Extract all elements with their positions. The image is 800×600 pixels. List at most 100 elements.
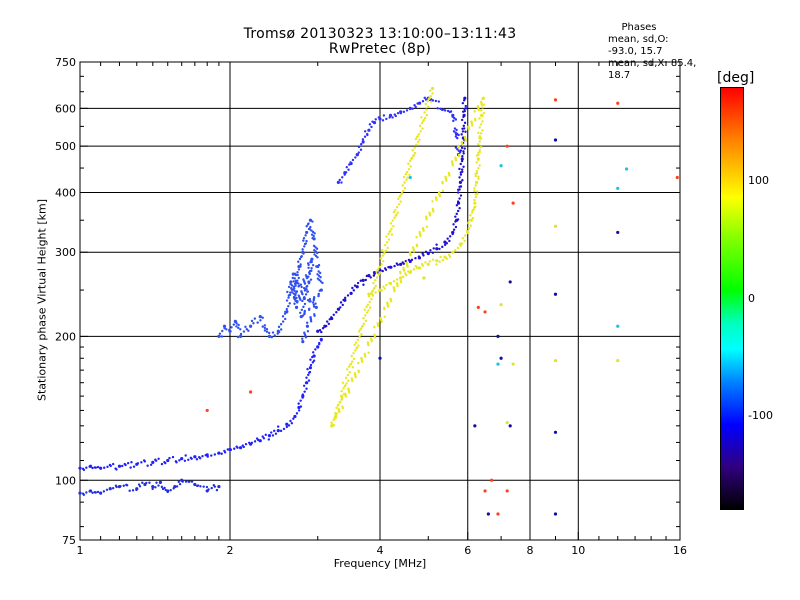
data-point <box>454 118 458 121</box>
data-point <box>291 272 295 276</box>
data-point <box>310 229 313 232</box>
data-point <box>264 433 267 437</box>
data-point <box>460 133 463 136</box>
data-point <box>311 355 314 359</box>
data-point <box>481 114 484 118</box>
data-point <box>367 343 370 347</box>
data-point <box>307 379 311 382</box>
data-point <box>426 252 430 256</box>
data-point <box>321 281 324 285</box>
data-point <box>459 171 463 174</box>
data-point <box>369 292 373 295</box>
data-point <box>381 119 385 122</box>
data-point <box>279 328 283 331</box>
data-point <box>406 176 409 179</box>
data-point <box>418 101 422 105</box>
data-point <box>239 328 242 331</box>
data-point <box>174 460 178 463</box>
data-point <box>283 312 287 315</box>
data-point <box>400 192 403 196</box>
data-point <box>340 181 343 184</box>
data-point <box>166 458 170 463</box>
data-point <box>424 250 428 254</box>
data-point <box>210 454 213 457</box>
data-point <box>395 278 399 281</box>
data-point <box>294 272 297 276</box>
data-point <box>499 164 503 168</box>
data-point <box>391 116 394 119</box>
data-point <box>164 488 167 492</box>
data-point <box>297 402 300 405</box>
data-point <box>366 303 370 307</box>
data-point <box>123 462 126 466</box>
data-point <box>309 358 312 361</box>
data-point <box>151 460 155 464</box>
data-point <box>437 100 441 103</box>
data-point <box>367 351 370 354</box>
data-point <box>206 455 209 458</box>
data-point <box>201 455 204 458</box>
data-point <box>384 243 387 247</box>
data-point <box>297 276 300 280</box>
data-point <box>286 290 289 294</box>
phase-colorbar <box>720 87 744 510</box>
data-point <box>128 489 131 492</box>
data-point <box>195 458 199 461</box>
data-point <box>151 485 155 489</box>
data-point <box>415 236 418 239</box>
data-point <box>458 167 461 171</box>
data-point <box>457 149 460 152</box>
data-point <box>91 491 94 494</box>
data-point <box>348 163 351 166</box>
data-point <box>393 264 396 268</box>
data-point <box>453 127 457 130</box>
data-point <box>384 249 388 252</box>
data-point <box>482 103 486 106</box>
data-point <box>256 321 259 324</box>
data-point <box>452 228 456 231</box>
data-point <box>332 418 335 422</box>
data-point <box>432 247 435 250</box>
data-point <box>294 299 297 303</box>
data-point <box>425 218 428 221</box>
data-point <box>299 265 302 268</box>
data-point <box>351 158 355 162</box>
data-point <box>235 322 238 325</box>
data-point <box>207 488 210 491</box>
data-point <box>473 201 477 205</box>
data-point <box>396 112 400 115</box>
data-point <box>265 327 269 331</box>
data-point <box>190 480 194 483</box>
data-point <box>386 305 390 308</box>
data-point <box>406 265 409 268</box>
data-point <box>314 254 318 258</box>
data-point <box>160 462 164 466</box>
data-point <box>315 247 319 250</box>
data-point <box>253 317 257 320</box>
data-point <box>215 488 219 492</box>
data-point <box>279 429 283 433</box>
data-point <box>130 461 133 464</box>
data-point <box>378 356 382 360</box>
series-scatter-blue <box>378 138 620 516</box>
data-point <box>473 198 476 202</box>
data-point <box>142 459 146 462</box>
data-point <box>372 281 375 285</box>
data-point <box>359 279 362 282</box>
y-tick-label: 750 <box>55 56 76 69</box>
data-point <box>276 425 280 428</box>
data-point <box>318 328 322 332</box>
data-point <box>305 239 308 243</box>
data-point <box>456 246 460 250</box>
data-point <box>421 127 424 130</box>
data-point <box>343 296 347 300</box>
data-point <box>383 287 386 290</box>
data-point <box>481 120 484 123</box>
data-point <box>304 234 307 237</box>
data-point <box>293 289 296 293</box>
data-point <box>305 321 309 324</box>
data-point <box>270 335 273 339</box>
data-point <box>466 231 469 235</box>
phases-o-row: mean, sd,O: -93.0, 15.7 <box>560 34 700 58</box>
data-point <box>464 234 467 237</box>
